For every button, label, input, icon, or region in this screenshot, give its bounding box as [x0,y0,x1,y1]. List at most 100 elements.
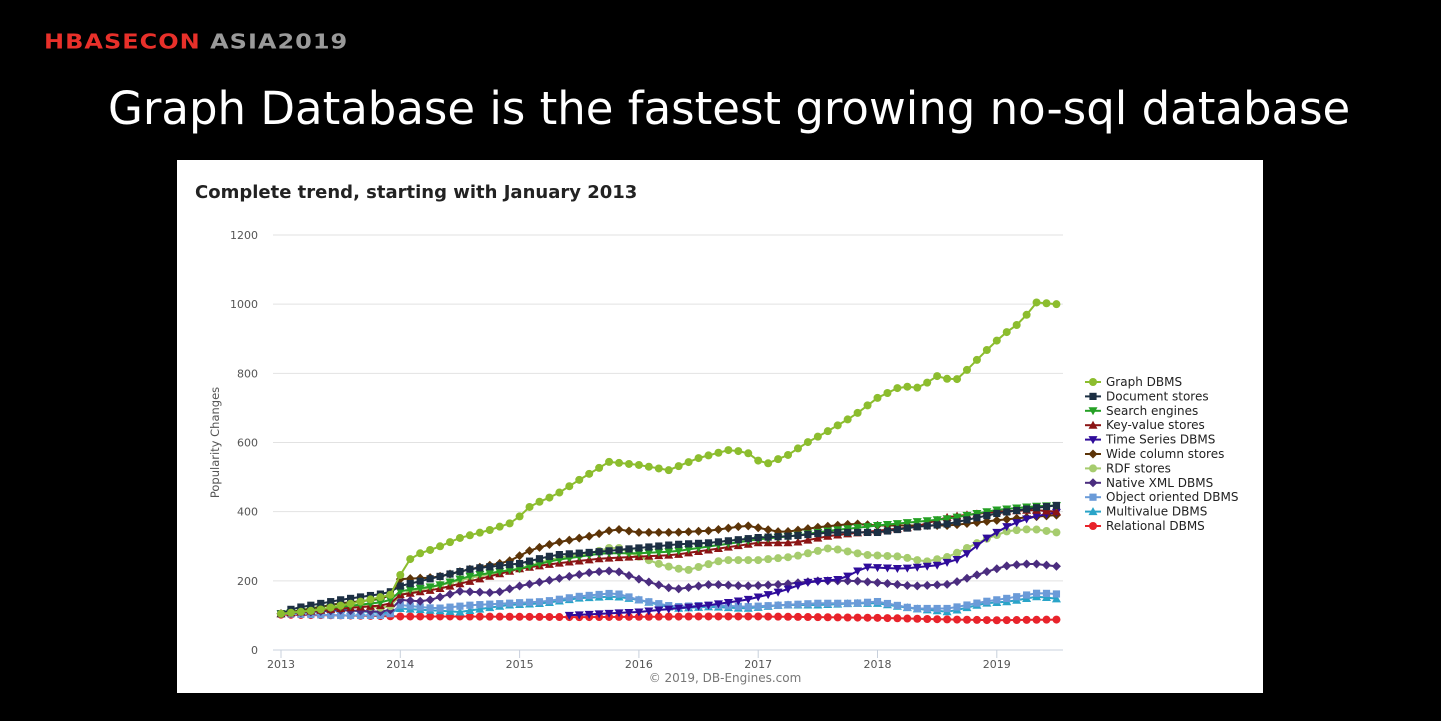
data-point [703,526,713,536]
data-point [953,615,962,624]
data-point [863,613,872,622]
data-point [882,564,892,573]
data-point [415,596,425,606]
data-point [764,533,772,541]
data-point [485,569,495,578]
data-point [476,601,484,609]
data-point [535,555,544,563]
data-point [1042,560,1052,570]
data-point [684,565,693,574]
data-point [346,599,355,608]
data-point [645,598,653,606]
data-point [963,601,971,609]
data-point [644,607,654,616]
data-point [833,421,842,430]
data-point [754,456,763,465]
legend-item[interactable]: Wide column stores [1085,447,1224,461]
data-point [774,554,783,563]
data-point [584,568,594,578]
legend-item[interactable]: Document stores [1085,389,1209,403]
data-point [525,612,534,621]
data-point [863,577,873,587]
data-point [704,451,713,460]
data-point [893,614,902,623]
data-point [665,541,673,549]
data-point [664,583,674,593]
data-point [784,612,793,621]
data-point [456,568,464,576]
data-point [555,488,564,497]
data-point [694,612,703,621]
data-point [1012,616,1021,625]
legend-item[interactable]: Time Series DBMS [1085,433,1215,447]
data-point [814,599,822,607]
legend-item[interactable]: Search engines [1085,404,1198,418]
data-point [544,540,554,550]
data-point [664,548,674,557]
data-point [466,565,474,573]
data-point [505,584,515,594]
x-tick-label: 2015 [506,658,534,671]
data-point [783,527,793,537]
credit-text[interactable]: © 2019, DB-Engines.com [649,671,802,685]
data-point [803,578,813,587]
data-point [903,603,911,611]
data-point [843,415,852,424]
data-point [713,525,723,535]
data-point [516,559,524,568]
legend-item[interactable]: Key-value stores [1085,418,1205,432]
data-point [853,408,862,417]
data-point [634,608,644,617]
chart-title: Complete trend, starting with January 20… [195,182,638,203]
data-point [614,525,624,535]
data-point [654,559,663,568]
data-point [744,449,753,458]
data-point [1013,506,1021,515]
data-point [903,524,911,532]
legend-item[interactable]: Graph DBMS [1085,375,1182,389]
data-point [1002,514,1012,524]
legend-item[interactable]: Multivalue DBMS [1085,505,1207,519]
data-point [476,564,484,572]
data-point [277,609,285,618]
data-point [883,388,892,397]
data-point [833,545,842,554]
data-point [485,525,494,534]
data-point [993,509,1001,517]
legend-item[interactable]: Native XML DBMS [1085,476,1213,490]
data-point [565,482,574,491]
data-point [933,372,942,381]
data-point [823,576,833,585]
data-point [575,549,583,557]
data-point [496,562,504,570]
data-point [594,529,604,539]
data-point [912,518,922,527]
legend-item[interactable]: Object oriented DBMS [1085,490,1238,504]
data-point [783,585,793,594]
data-point [1002,328,1011,337]
data-point [1032,525,1041,534]
data-point [664,562,673,571]
data-point [902,564,912,573]
data-point [405,596,415,606]
data-point [684,458,693,467]
data-point [893,601,901,610]
data-point [1023,505,1031,513]
legend-item[interactable]: RDF stores [1085,461,1171,475]
data-point [902,519,912,528]
data-point [435,581,445,590]
data-point [674,612,683,621]
data-point [337,596,345,604]
data-point [306,606,315,615]
data-point [923,378,932,387]
y-tick-label: 200 [237,575,258,588]
data-point [794,600,802,608]
legend-item[interactable]: Relational DBMS [1085,519,1205,533]
data-point [585,548,593,557]
y-axis-ticks: 0 200 400 600 800 1000 1200 [230,229,258,657]
data-point [1002,527,1011,536]
data-point [594,610,604,619]
data-point [843,572,853,581]
data-point [863,523,873,532]
data-point [1022,525,1031,534]
